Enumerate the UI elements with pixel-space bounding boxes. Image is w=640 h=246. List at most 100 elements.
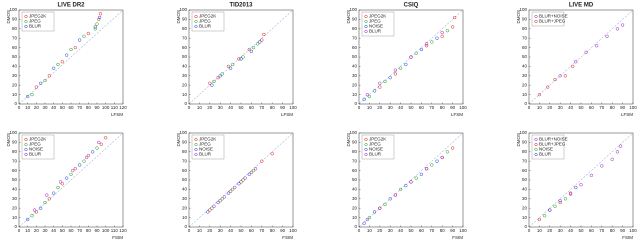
point xyxy=(222,195,227,199)
point xyxy=(388,197,392,201)
x-tick-label: 80 xyxy=(440,105,446,110)
point xyxy=(218,199,222,203)
point xyxy=(212,79,216,84)
x-tick-label: 50 xyxy=(408,105,414,110)
x-tick-label: 90 xyxy=(280,228,286,233)
y-tick-label: 30 xyxy=(182,196,188,201)
y-tick-label: 40 xyxy=(522,187,528,192)
x-tick-label: 60 xyxy=(249,105,255,110)
y-tick-label: 10 xyxy=(12,92,18,97)
y-tick-label: 60 xyxy=(12,168,18,173)
legend-label: NOISE xyxy=(369,147,383,152)
point xyxy=(253,167,258,171)
y-tick-label: 90 xyxy=(182,17,188,22)
legend-box xyxy=(191,11,225,32)
x-tick-label: 70 xyxy=(77,228,83,233)
x-tick-label: 20 xyxy=(34,105,40,110)
legend-marker xyxy=(534,147,538,152)
diagonal xyxy=(358,9,464,105)
legend-label: BLUR xyxy=(369,29,382,34)
x-tick-label: 20 xyxy=(207,105,213,110)
x-tick-label: 0 xyxy=(18,105,21,110)
point xyxy=(97,17,101,22)
x-tick-label: 50 xyxy=(238,228,244,233)
legend-marker xyxy=(364,19,368,24)
point xyxy=(231,62,235,67)
point xyxy=(584,50,588,54)
x-tick-label: 90 xyxy=(280,105,286,110)
x-tick-label: 80 xyxy=(86,105,92,110)
point xyxy=(365,217,369,222)
point xyxy=(378,85,382,89)
x-tick-label: 90 xyxy=(450,105,456,110)
x-tick-label: 100 xyxy=(629,105,637,110)
point xyxy=(258,40,262,44)
point xyxy=(56,185,60,190)
y-tick-label: 50 xyxy=(352,54,358,59)
point xyxy=(440,155,444,160)
point xyxy=(231,187,235,192)
x-tick-label: 60 xyxy=(249,228,255,233)
x-tick-label: 0 xyxy=(528,228,531,233)
point xyxy=(249,170,254,175)
x-tick-label: 0 xyxy=(188,228,191,233)
x-tick-label: 80 xyxy=(270,105,276,110)
point xyxy=(226,191,231,195)
point xyxy=(208,208,212,212)
x-tick-label: 40 xyxy=(568,228,574,233)
point xyxy=(579,183,583,187)
y-tick-label: 90 xyxy=(522,17,528,22)
point xyxy=(95,146,99,150)
legend-label: JPEG xyxy=(29,142,41,147)
x-tick-label: 20 xyxy=(547,105,553,110)
legend-marker xyxy=(194,19,198,24)
y-tick-label: 40 xyxy=(522,64,528,69)
x-tick-label: 100 xyxy=(459,228,467,233)
y-tick-label: 80 xyxy=(352,149,358,154)
y-tick-label: 70 xyxy=(352,158,358,163)
point xyxy=(43,78,47,83)
x-tick-label: 120 xyxy=(119,228,127,233)
y-tick-label: 0 xyxy=(354,101,357,106)
diagonal xyxy=(188,9,294,105)
legend-marker xyxy=(24,24,28,29)
y-tick-label: 50 xyxy=(522,177,528,182)
point xyxy=(445,150,450,154)
y-tick-label: 30 xyxy=(182,73,188,78)
y-tick-label: 70 xyxy=(522,158,528,163)
point xyxy=(618,144,623,148)
point xyxy=(93,27,97,31)
point xyxy=(39,81,43,85)
point xyxy=(440,34,444,38)
point xyxy=(226,64,231,69)
x-tick-label: 70 xyxy=(429,105,435,110)
y-tick-label: 80 xyxy=(182,149,188,154)
point xyxy=(216,76,220,80)
x-tick-label: 60 xyxy=(419,105,425,110)
point xyxy=(546,85,550,89)
point xyxy=(553,77,557,82)
x-tick-label: 40 xyxy=(51,228,57,233)
y-tick-label: 30 xyxy=(12,73,18,78)
point xyxy=(237,182,241,186)
point xyxy=(537,217,542,222)
x-tick-label: 40 xyxy=(51,105,57,110)
x-tick-label: 100 xyxy=(102,228,110,233)
point xyxy=(243,176,247,180)
legend-marker xyxy=(364,147,368,152)
point xyxy=(208,81,212,85)
point xyxy=(430,40,434,44)
legend-label: BLUR xyxy=(29,152,42,157)
x-tick-label: 30 xyxy=(42,105,48,110)
point xyxy=(600,164,604,168)
y-tick-label: 30 xyxy=(352,196,358,201)
y-tick-label: 60 xyxy=(522,45,528,50)
legend-marker xyxy=(194,24,198,29)
y-tick-label: 60 xyxy=(182,45,188,50)
x-tick-label: 70 xyxy=(77,105,83,110)
point xyxy=(251,45,256,50)
y-tick-label: 10 xyxy=(352,215,358,220)
x-axis-label: FSIM xyxy=(452,235,463,240)
legend-label: NOISE xyxy=(369,24,383,29)
y-tick-label: 20 xyxy=(352,82,358,87)
